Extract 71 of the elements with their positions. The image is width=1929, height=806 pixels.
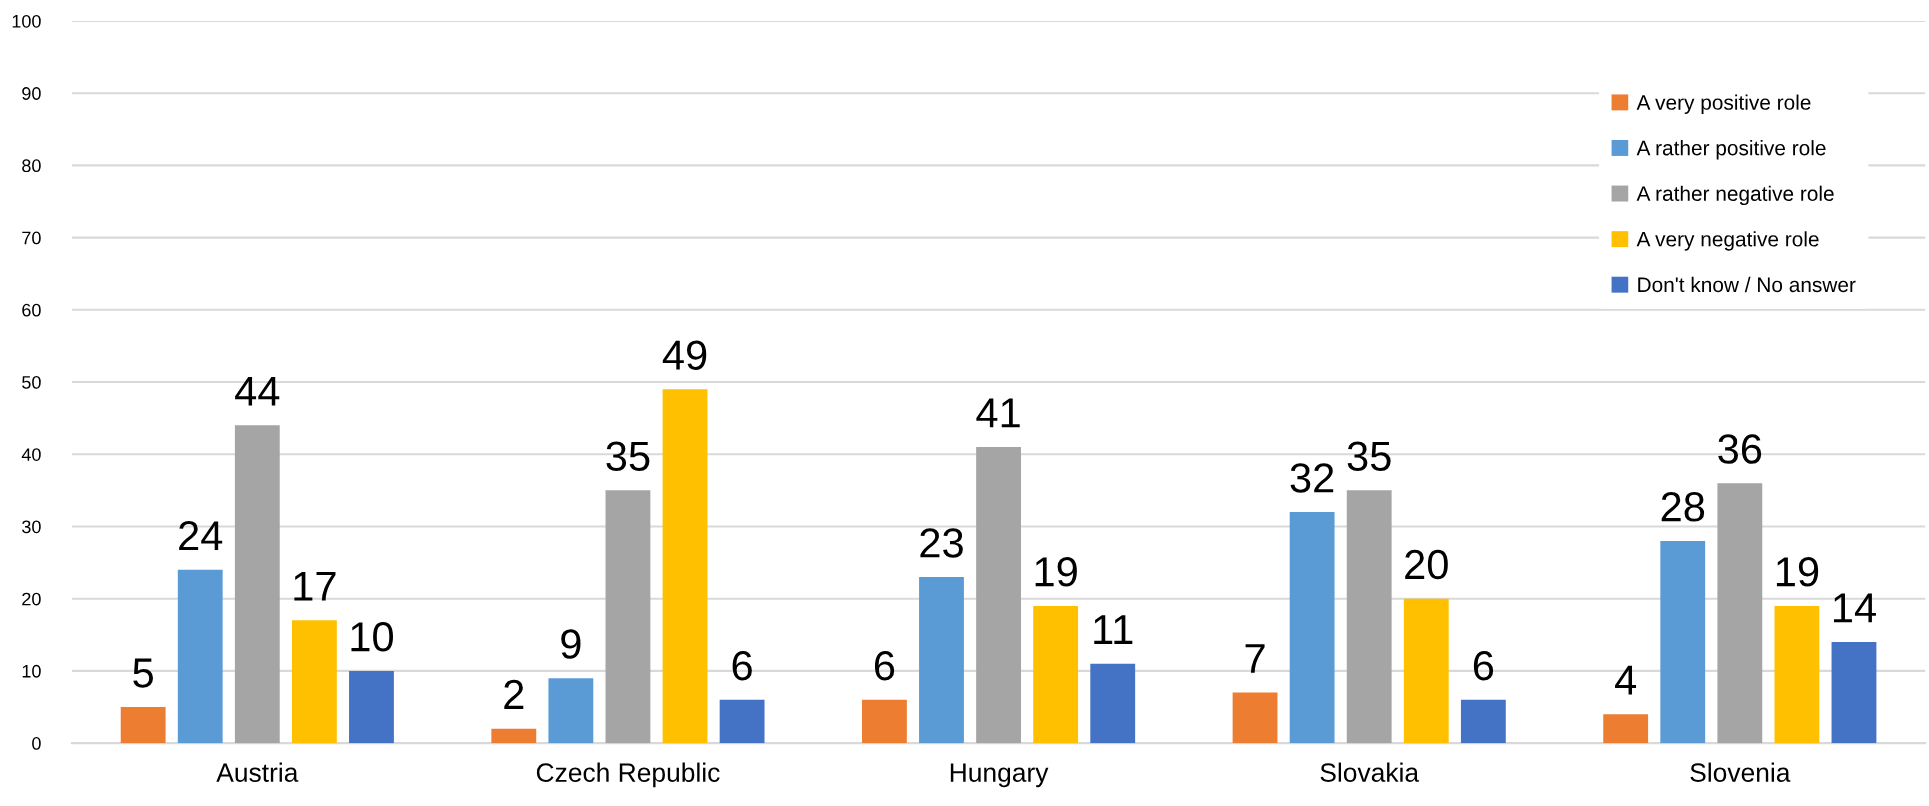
- y-tick-label: 40: [21, 448, 41, 461]
- data-label: 19: [1035, 557, 1077, 587]
- data-label: 11: [1094, 615, 1133, 644]
- y-tick-label: 90: [22, 87, 41, 100]
- data-label: 10: [351, 622, 394, 652]
- x-tick-label: Slovenia: [1690, 762, 1791, 782]
- data-label: 17: [294, 571, 336, 601]
- bar: [976, 447, 1021, 744]
- bar: [605, 490, 651, 744]
- data-label: 4: [1615, 665, 1637, 695]
- bar: [662, 389, 708, 744]
- x-tick-label: Czech Republic: [536, 762, 720, 788]
- bar: [1289, 512, 1335, 744]
- data-label: 28: [1661, 492, 1705, 522]
- x-tick-label: Slovakia: [1320, 762, 1420, 782]
- bar: [291, 620, 337, 744]
- data-label: 5: [133, 658, 153, 688]
- x-tick-label: Austria: [216, 762, 299, 782]
- bar: [1033, 605, 1079, 744]
- bar: [177, 569, 223, 744]
- y-tick-label: 0: [32, 737, 41, 750]
- legend-label: Don't know / No answer: [1638, 276, 1856, 293]
- bar: [548, 678, 594, 744]
- bar: [1603, 714, 1649, 744]
- y-tick-label: 30: [22, 520, 41, 534]
- bar: [919, 577, 964, 744]
- bar: [1831, 642, 1877, 744]
- bar: [1460, 699, 1506, 744]
- legend-label: A very positive role: [1636, 94, 1811, 114]
- data-label: 36: [1718, 434, 1762, 464]
- bar: [1346, 490, 1392, 744]
- data-label: 14: [1833, 593, 1876, 623]
- bar: [861, 699, 907, 744]
- data-label: 49: [662, 340, 707, 370]
- bar: [1403, 598, 1449, 744]
- y-tick-label: 10: [22, 664, 41, 678]
- data-label: 6: [874, 650, 895, 681]
- bar: [1717, 483, 1763, 744]
- data-label: 2: [504, 679, 524, 709]
- legend-label: A rather positive role: [1636, 140, 1826, 160]
- data-label: 19: [1776, 557, 1819, 587]
- data-label: 7: [1245, 644, 1265, 673]
- x-tick-label: Hungary: [950, 763, 1049, 788]
- bar: [1090, 663, 1136, 744]
- data-label: 23: [920, 528, 963, 558]
- data-label: 6: [732, 650, 752, 681]
- y-tick-label: 50: [22, 375, 41, 389]
- data-label: 32: [1290, 463, 1334, 493]
- bar: [719, 699, 765, 744]
- legend-label: A rather negative role: [1636, 185, 1834, 206]
- bar: [1660, 540, 1706, 744]
- data-label: 35: [606, 441, 650, 472]
- data-label: 9: [561, 629, 581, 659]
- legend-label: A very negative role: [1636, 231, 1819, 251]
- bar: [234, 425, 280, 744]
- bar: [491, 728, 537, 744]
- y-tick-label: 100: [12, 14, 41, 28]
- data-label: 24: [179, 520, 223, 551]
- bar: [1232, 692, 1278, 744]
- y-tick-label: 60: [22, 303, 41, 317]
- data-label: 41: [976, 398, 1020, 428]
- bar: [120, 707, 166, 744]
- data-label: 6: [1473, 650, 1494, 681]
- data-label: 44: [235, 376, 280, 406]
- data-label: 20: [1405, 549, 1448, 580]
- y-tick-label: 70: [22, 231, 41, 245]
- bar: [349, 670, 394, 744]
- data-label: 35: [1347, 441, 1391, 472]
- bar: [1774, 605, 1820, 744]
- y-tick-label: 20: [22, 592, 41, 606]
- y-tick-label: 80: [22, 159, 41, 173]
